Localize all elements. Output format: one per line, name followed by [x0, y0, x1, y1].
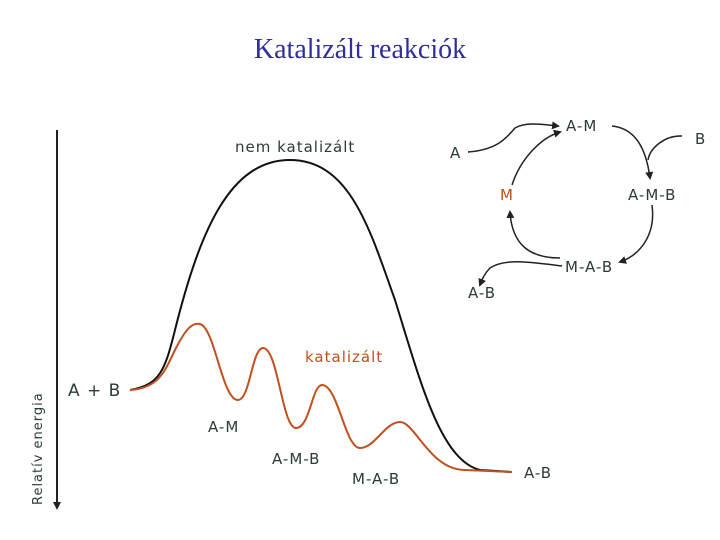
species-label: A-M-B	[272, 450, 320, 468]
uncatalyzed-label: nem katalizált	[235, 138, 355, 156]
catalyzed-curve	[129, 322, 513, 473]
cycle-node: A-B	[468, 284, 496, 302]
cycle-node: M	[500, 186, 514, 204]
cycle-node: A-M-B	[628, 186, 676, 204]
catalyzed-label: katalizált	[305, 348, 383, 366]
species-label: A-B	[524, 464, 552, 482]
species-label: A + B	[68, 381, 121, 401]
cycle-node: M-A-B	[565, 258, 613, 276]
species-label: A-M	[208, 418, 239, 436]
cycle-node: B	[695, 130, 706, 148]
cycle-arrows	[467, 121, 683, 287]
cycle-node: A	[450, 144, 461, 162]
title: Katalizált reakciók	[254, 34, 466, 65]
species-label: M-A-B	[352, 470, 400, 488]
cycle-node: A-M	[566, 117, 597, 135]
y-axis-label: Relatív energia	[31, 392, 46, 505]
uncatalyzed-curve	[129, 158, 513, 473]
